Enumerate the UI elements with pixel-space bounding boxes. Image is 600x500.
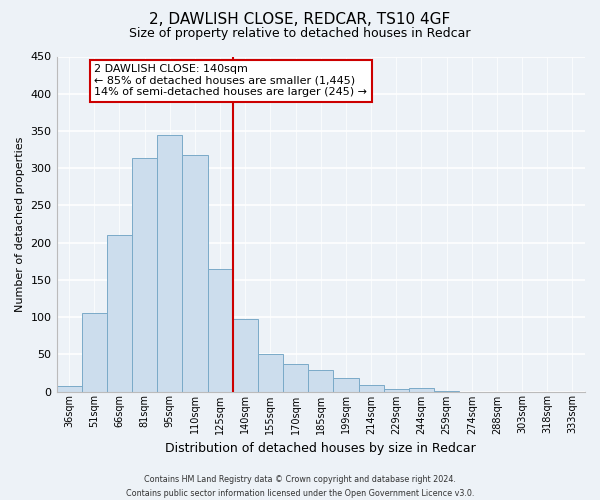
Bar [383, 388, 409, 392]
Y-axis label: Number of detached properties: Number of detached properties [15, 136, 25, 312]
Bar [56, 386, 82, 392]
Bar [359, 385, 383, 392]
Text: 2 DAWLISH CLOSE: 140sqm
← 85% of detached houses are smaller (1,445)
14% of semi: 2 DAWLISH CLOSE: 140sqm ← 85% of detache… [94, 64, 367, 97]
Bar [409, 388, 434, 392]
Bar [258, 354, 283, 392]
Text: Contains HM Land Registry data © Crown copyright and database right 2024.
Contai: Contains HM Land Registry data © Crown c… [126, 476, 474, 498]
Bar [283, 364, 308, 392]
Bar [157, 134, 182, 392]
Bar [107, 235, 132, 392]
Bar [132, 158, 157, 392]
Text: 2, DAWLISH CLOSE, REDCAR, TS10 4GF: 2, DAWLISH CLOSE, REDCAR, TS10 4GF [149, 12, 451, 28]
Bar [182, 155, 208, 392]
X-axis label: Distribution of detached houses by size in Redcar: Distribution of detached houses by size … [166, 442, 476, 455]
Bar [208, 268, 233, 392]
Bar [334, 378, 359, 392]
Bar [233, 320, 258, 392]
Bar [434, 391, 459, 392]
Bar [308, 370, 334, 392]
Text: Size of property relative to detached houses in Redcar: Size of property relative to detached ho… [129, 28, 471, 40]
Bar [82, 314, 107, 392]
